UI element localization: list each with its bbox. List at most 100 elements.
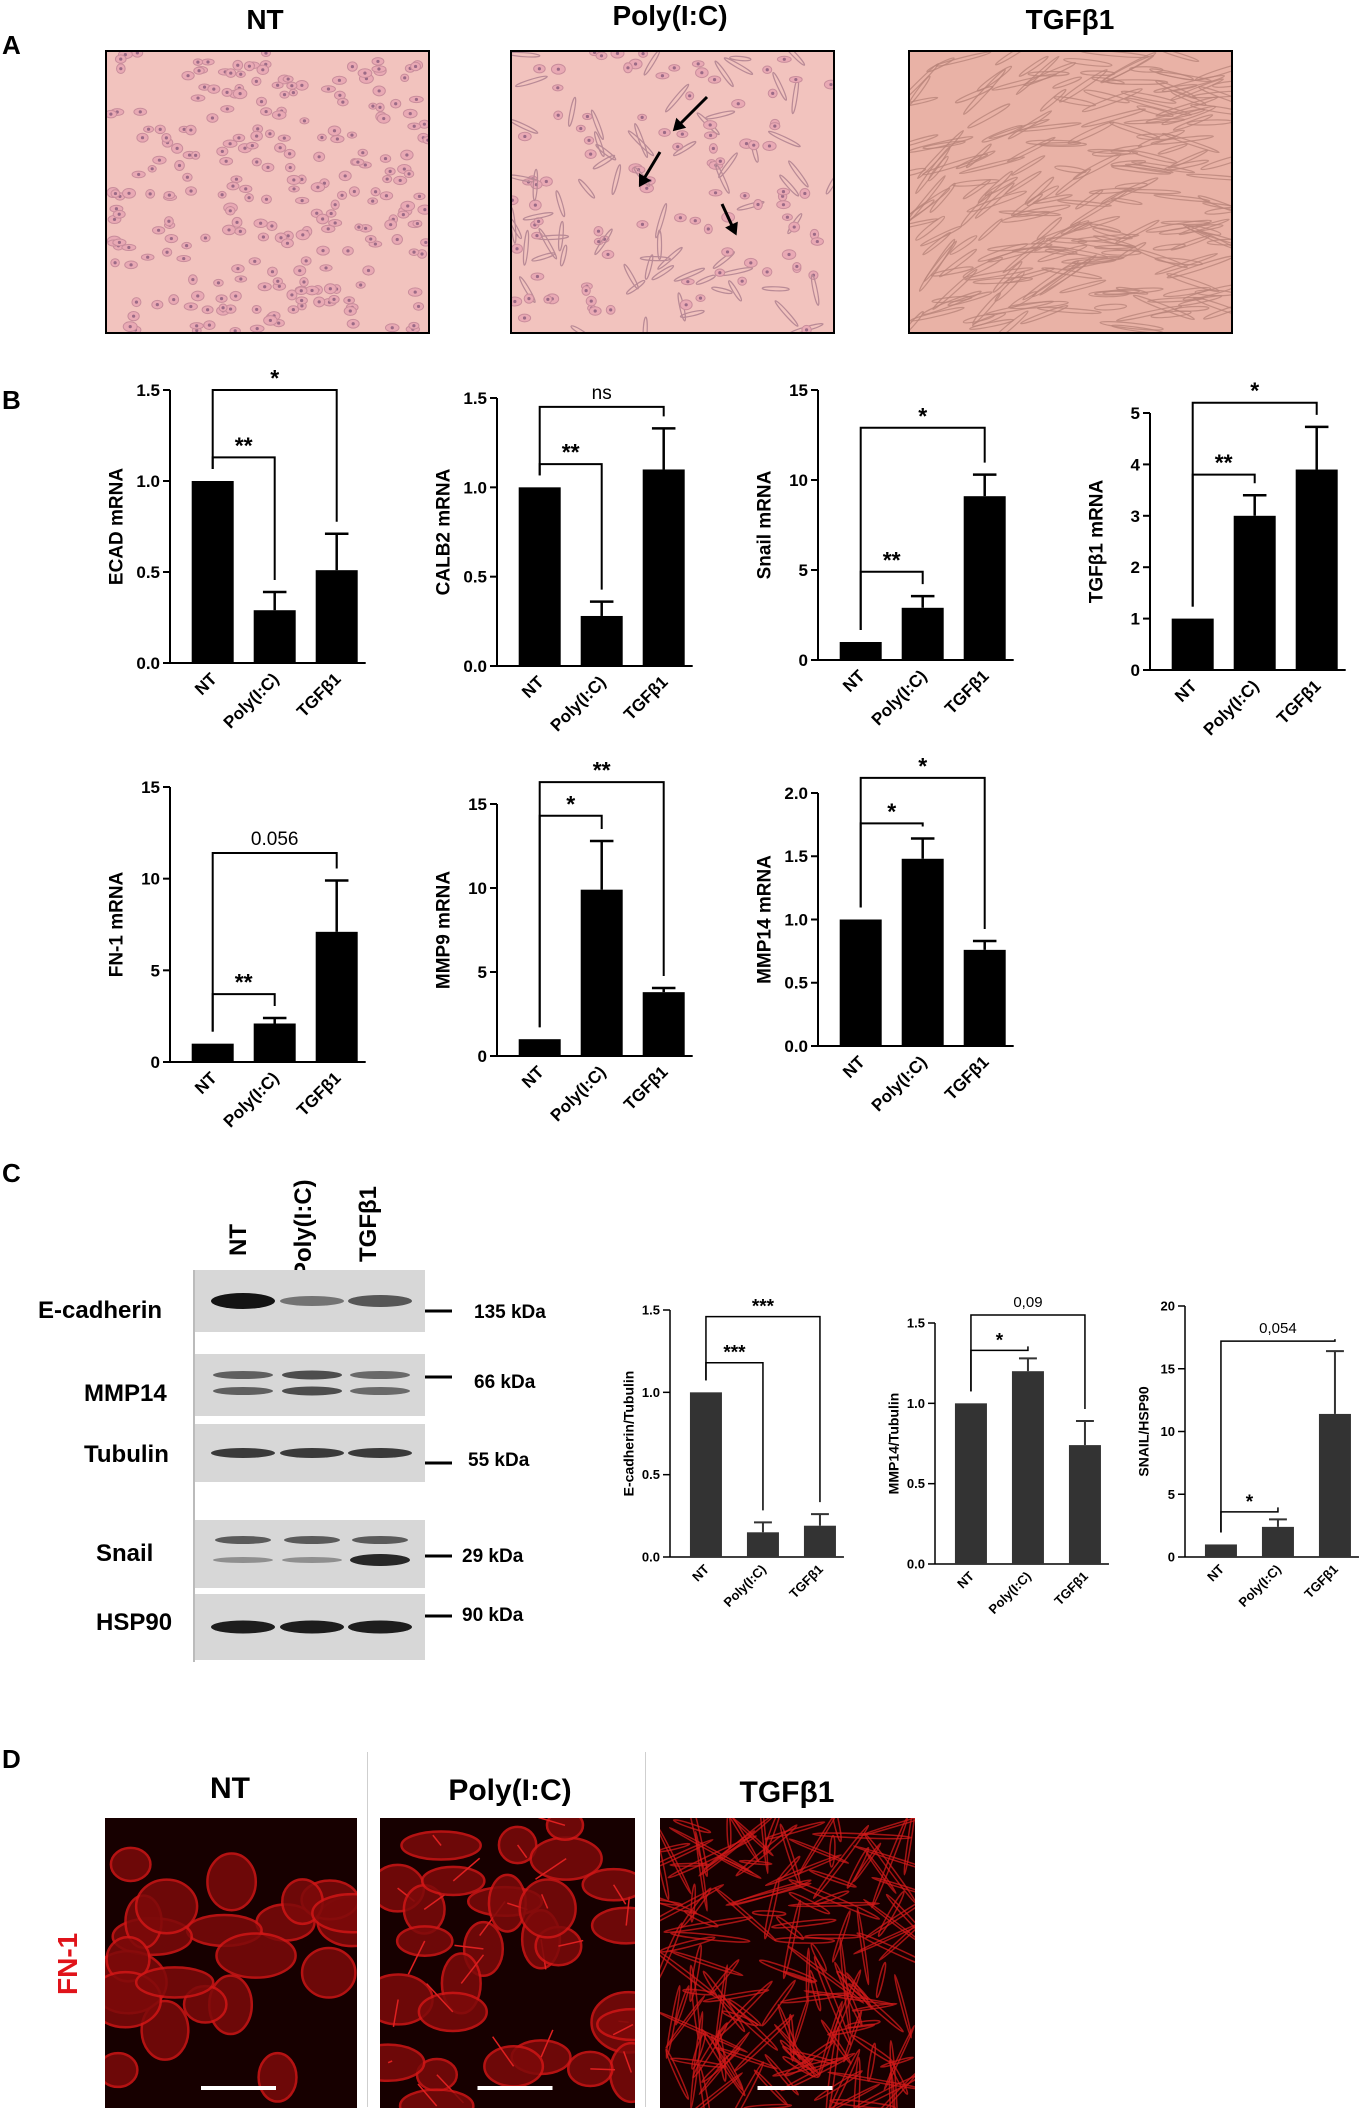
bar — [518, 1039, 561, 1056]
cell — [1190, 103, 1231, 116]
fibronectin-fiber — [660, 1922, 683, 1986]
cell — [1120, 90, 1177, 104]
cell-nucleus — [332, 297, 336, 301]
cell-nucleus — [781, 194, 785, 198]
cell — [634, 122, 649, 159]
bar — [689, 1392, 722, 1557]
cell — [1036, 216, 1063, 240]
cell — [1136, 105, 1174, 118]
bar-chart-ecad_tub: 0.0 0.5 1.0 1.5 E-cadherin/Tubulin NT Poly(I:C… — [621, 1297, 844, 1610]
cell-outline — [596, 2007, 635, 2042]
cell — [1132, 294, 1195, 321]
cell — [1111, 165, 1172, 175]
bar — [191, 1043, 234, 1062]
cell-nucleus — [164, 136, 168, 140]
cell-nucleus — [191, 277, 195, 282]
y-axis-label: MMP9 mRNA — [433, 871, 454, 990]
cell-nucleus — [233, 329, 237, 332]
fibronectin-fiber — [846, 1846, 870, 1889]
fibronectin-fiber — [723, 1818, 760, 1863]
cell-nucleus — [522, 316, 527, 320]
cell-nucleus — [277, 113, 281, 117]
cell-nucleus — [123, 53, 127, 57]
significance-label: 0,054 — [1259, 1320, 1297, 1337]
cell-nucleus — [264, 197, 269, 201]
cell — [736, 200, 765, 211]
cell-nucleus — [408, 111, 412, 116]
cell-nucleus — [795, 264, 799, 269]
cell — [1020, 304, 1069, 325]
fibronectin-fiber — [665, 2048, 690, 2100]
cell — [512, 296, 523, 307]
y-tick-label: 2.0 — [784, 784, 808, 803]
significance-label: *** — [723, 1343, 746, 1364]
cell — [992, 260, 1023, 293]
cell — [918, 238, 956, 292]
cell — [664, 83, 690, 113]
cell-nucleus — [383, 156, 388, 161]
y-tick-label: 20 — [1161, 1299, 1175, 1314]
fibronectin-fiber — [805, 1947, 811, 2001]
fibronectin-fiber — [735, 1824, 798, 1877]
cell-nucleus — [227, 228, 231, 232]
x-tick-label: Poly(I:C) — [1200, 676, 1263, 739]
cell-nucleus — [302, 119, 307, 123]
y-tick-label: 0.0 — [784, 1037, 808, 1056]
cell — [422, 135, 428, 145]
y-axis-label: MMP14 mRNA — [754, 855, 775, 984]
y-tick-label: 1.0 — [784, 910, 808, 929]
cell — [679, 309, 705, 318]
fibronectin-fiber — [845, 2019, 881, 2029]
y-tick-label: 15 — [1161, 1361, 1175, 1376]
x-tick-label: NT — [518, 1062, 548, 1092]
fibronectin-fiber — [701, 2047, 741, 2083]
cell — [966, 190, 1027, 213]
panel-letter-a: A — [2, 30, 21, 60]
bar — [580, 615, 623, 666]
cell-nucleus — [276, 279, 280, 283]
cell — [788, 160, 809, 188]
cell-nucleus — [641, 52, 645, 56]
fibronectin-fiber — [853, 2071, 915, 2108]
cell-nucleus — [402, 167, 406, 171]
cell — [1211, 80, 1231, 88]
fibronectin-fiber — [763, 1877, 780, 1940]
cell-outline — [206, 1852, 258, 1912]
cell-nucleus — [290, 293, 294, 297]
fibronectin-fiber — [853, 1918, 915, 1955]
y-axis-label: ECAD mRNA — [106, 468, 127, 585]
cell-nucleus — [195, 328, 199, 332]
cell — [1152, 243, 1186, 251]
cell — [1147, 296, 1205, 303]
cell-nucleus — [596, 229, 601, 233]
cell — [984, 176, 1018, 196]
cell — [962, 256, 1004, 278]
significance-bracket — [705, 1315, 821, 1503]
cell-nucleus — [119, 67, 123, 71]
cell-nucleus — [363, 163, 367, 167]
cell-nucleus — [615, 52, 620, 55]
arrow-icon — [638, 151, 662, 188]
cell — [512, 217, 522, 240]
y-tick-label: 15 — [141, 778, 160, 797]
cell-nucleus — [329, 211, 333, 216]
cell-nucleus — [609, 308, 613, 312]
y-tick-label: 5 — [151, 961, 160, 980]
cell — [1053, 96, 1097, 107]
cell — [1039, 254, 1097, 296]
fibronectin-fiber — [880, 2056, 914, 2068]
cell-nucleus — [781, 190, 786, 194]
fibronectin-fiber — [492, 2036, 515, 2067]
x-tick-label: NT — [518, 672, 548, 702]
cell-nucleus — [708, 133, 713, 137]
cell-nucleus — [740, 279, 744, 283]
cell-nucleus — [371, 199, 375, 203]
cell-nucleus — [335, 137, 339, 141]
fibronectin-fiber — [714, 1887, 777, 1942]
cell — [1157, 143, 1188, 155]
cell — [712, 251, 735, 269]
cell — [767, 130, 801, 148]
cell-outline — [300, 1946, 357, 1999]
